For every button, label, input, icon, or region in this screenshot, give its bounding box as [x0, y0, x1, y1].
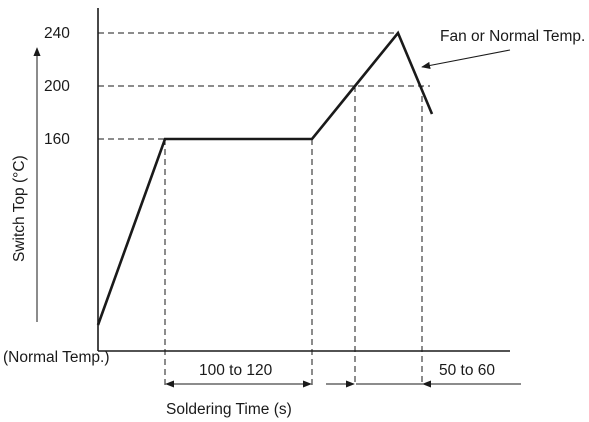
temperature-profile-line	[96, 30, 434, 326]
y-tick-200: 200	[44, 78, 70, 95]
cooling-annotation-arrow	[421, 49, 511, 69]
y-axis-label: Switch Top (°C)	[11, 155, 28, 262]
origin-label: (Normal Temp.)	[3, 349, 110, 366]
x-axis-label: Soldering Time (s)	[166, 401, 292, 418]
preheat-duration-label: 100 to 120	[199, 362, 273, 379]
cooling-duration-label: 50 to 60	[439, 362, 495, 379]
y-tick-240: 240	[44, 25, 70, 42]
cooling-annotation: Fan or Normal Temp.	[440, 28, 585, 45]
y-tick-160: 160	[44, 131, 70, 148]
